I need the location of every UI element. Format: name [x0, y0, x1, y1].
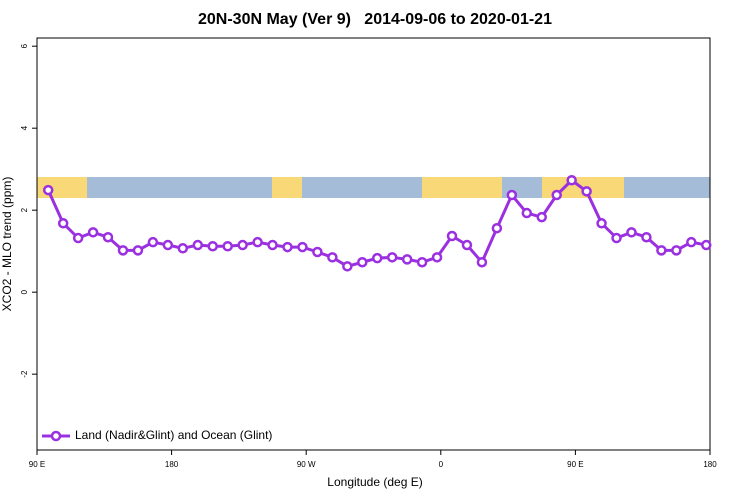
data-point [237, 239, 248, 251]
data-point [431, 252, 443, 263]
data-point [596, 218, 607, 229]
data-point [222, 241, 233, 252]
data-point [536, 211, 547, 223]
data-point [102, 231, 114, 243]
data-point [327, 252, 338, 263]
data-point [506, 189, 518, 201]
data-point [446, 230, 458, 242]
y-tick-label: 0 [20, 289, 29, 294]
data-point [282, 241, 293, 253]
map-land [272, 177, 302, 198]
data-point [461, 239, 473, 251]
map-land [422, 177, 502, 198]
data-point [207, 241, 218, 252]
x-tick-label: 180 [165, 460, 179, 469]
data-point [386, 252, 398, 263]
data-point [42, 184, 54, 196]
data-point [147, 236, 159, 248]
y-tick-label: 4 [20, 125, 29, 130]
legend-marker [50, 430, 62, 442]
data-point [371, 252, 383, 264]
data-point [566, 175, 577, 186]
data-point [177, 243, 189, 254]
data-point [416, 256, 428, 268]
data-point [297, 241, 308, 253]
chart-title: 20N-30N May (Ver 9) 2014-09-06 to 2020-0… [198, 11, 552, 28]
data-point [401, 254, 413, 265]
data-point [312, 246, 323, 258]
data-point [117, 245, 129, 256]
data-point [686, 236, 697, 248]
data-point [252, 236, 263, 248]
x-tick-label: 0 [439, 460, 444, 469]
plot-frame [36, 37, 711, 451]
y-tick-label: 6 [20, 43, 29, 48]
map-ocean [37, 177, 710, 198]
data-point [132, 245, 144, 256]
x-tick-label: 90 W [297, 460, 316, 469]
x-axis-label: Longitude (deg E) [327, 475, 422, 489]
data-point [342, 261, 353, 272]
x-tick-label: 180 [703, 460, 717, 469]
data-point [57, 218, 69, 229]
map-band [37, 177, 710, 198]
data-point [192, 239, 204, 251]
data-point [267, 239, 278, 251]
data-point [671, 245, 682, 256]
data-point [611, 232, 622, 244]
x-tick-label: 90 E [567, 460, 583, 469]
data-point [162, 239, 174, 251]
data-point [626, 227, 637, 238]
data-point [72, 232, 84, 244]
data-point [641, 231, 652, 243]
data-point [476, 256, 488, 268]
data-point [701, 239, 712, 251]
y-axis-label: XCO2 - MLO trend (ppm) [0, 177, 14, 312]
data-point [87, 227, 99, 238]
y-tick-label: -2 [20, 370, 29, 378]
data-point [581, 186, 592, 197]
data-point [656, 245, 667, 256]
legend-label: Land (Nadir&Glint) and Ocean (Glint) [75, 428, 272, 442]
data-point [551, 189, 562, 201]
y-tick-label: 2 [20, 207, 29, 212]
x-tick-label: 90 E [29, 460, 45, 469]
data-point [521, 207, 533, 219]
data-point [357, 256, 368, 268]
data-point [491, 222, 503, 234]
